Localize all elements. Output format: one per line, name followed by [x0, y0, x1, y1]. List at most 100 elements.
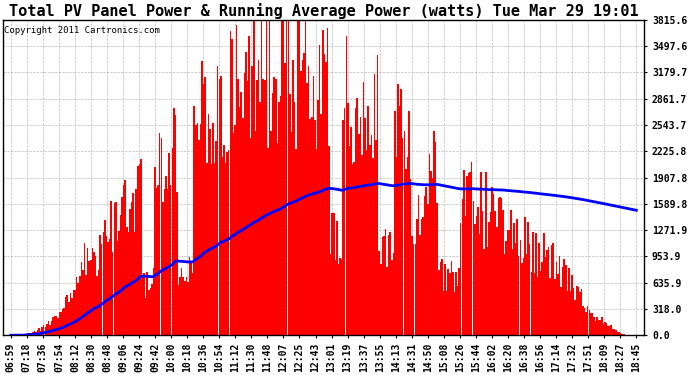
Bar [443, 291, 444, 335]
Bar [90, 260, 92, 335]
Bar [512, 249, 513, 335]
Bar [506, 241, 507, 335]
Bar [306, 83, 308, 335]
Bar [175, 115, 176, 335]
Bar [37, 330, 38, 335]
Bar [623, 334, 624, 335]
Bar [167, 189, 168, 335]
Bar [59, 312, 60, 335]
Bar [159, 133, 161, 335]
Bar [404, 131, 405, 335]
Bar [45, 327, 46, 335]
Bar [302, 60, 303, 335]
Bar [570, 291, 571, 335]
Bar [290, 132, 292, 335]
Bar [57, 318, 59, 335]
Bar [189, 257, 190, 335]
Bar [148, 291, 150, 335]
Bar [308, 66, 309, 335]
Bar [368, 106, 369, 335]
Bar [523, 258, 524, 335]
Bar [430, 171, 432, 335]
Bar [432, 178, 433, 335]
Bar [464, 216, 466, 335]
Bar [300, 71, 302, 335]
Bar [497, 198, 499, 335]
Bar [622, 334, 623, 335]
Bar [402, 138, 404, 335]
Bar [262, 80, 264, 335]
Bar [156, 188, 157, 335]
Bar [326, 28, 328, 335]
Bar [88, 261, 90, 335]
Bar [182, 277, 184, 335]
Bar [391, 260, 393, 335]
Bar [600, 320, 601, 335]
Bar [521, 264, 522, 335]
Bar [420, 235, 421, 335]
Bar [123, 185, 124, 335]
Bar [590, 313, 591, 335]
Bar [393, 253, 394, 335]
Bar [256, 80, 257, 335]
Bar [311, 117, 313, 335]
Bar [113, 202, 115, 335]
Bar [272, 93, 273, 335]
Bar [242, 118, 244, 335]
Bar [596, 317, 598, 335]
Bar [604, 322, 606, 335]
Bar [120, 215, 121, 335]
Bar [87, 248, 88, 335]
Bar [455, 272, 457, 335]
Bar [444, 264, 446, 335]
Text: Copyright 2011 Cartronics.com: Copyright 2011 Cartronics.com [4, 26, 160, 35]
Bar [491, 187, 493, 335]
Bar [95, 256, 96, 335]
Bar [573, 288, 574, 335]
Bar [513, 224, 515, 335]
Bar [397, 84, 399, 335]
Bar [273, 77, 275, 335]
Bar [316, 149, 317, 335]
Bar [187, 282, 188, 335]
Bar [324, 54, 325, 335]
Bar [193, 106, 195, 335]
Bar [385, 229, 386, 335]
Bar [568, 268, 570, 335]
Bar [70, 294, 71, 335]
Bar [473, 201, 474, 335]
Bar [462, 199, 463, 335]
Bar [574, 300, 576, 335]
Bar [247, 81, 248, 335]
Bar [475, 216, 477, 335]
Bar [294, 102, 295, 335]
Bar [486, 247, 488, 335]
Bar [60, 312, 61, 335]
Bar [248, 36, 250, 335]
Bar [139, 164, 140, 335]
Bar [375, 140, 377, 335]
Bar [270, 130, 272, 335]
Bar [283, 20, 284, 335]
Bar [35, 332, 37, 335]
Bar [585, 312, 587, 335]
Bar [361, 155, 363, 335]
Bar [221, 157, 223, 335]
Bar [215, 141, 217, 335]
Bar [612, 328, 613, 335]
Bar [582, 306, 584, 335]
Bar [98, 270, 99, 335]
Bar [540, 270, 542, 335]
Bar [277, 144, 278, 335]
Bar [258, 60, 259, 335]
Bar [46, 324, 48, 335]
Bar [538, 243, 540, 335]
Bar [210, 164, 213, 335]
Bar [337, 264, 339, 335]
Bar [198, 140, 199, 335]
Bar [109, 239, 110, 335]
Bar [602, 324, 604, 335]
Bar [121, 197, 123, 335]
Bar [330, 254, 331, 335]
Bar [533, 273, 535, 335]
